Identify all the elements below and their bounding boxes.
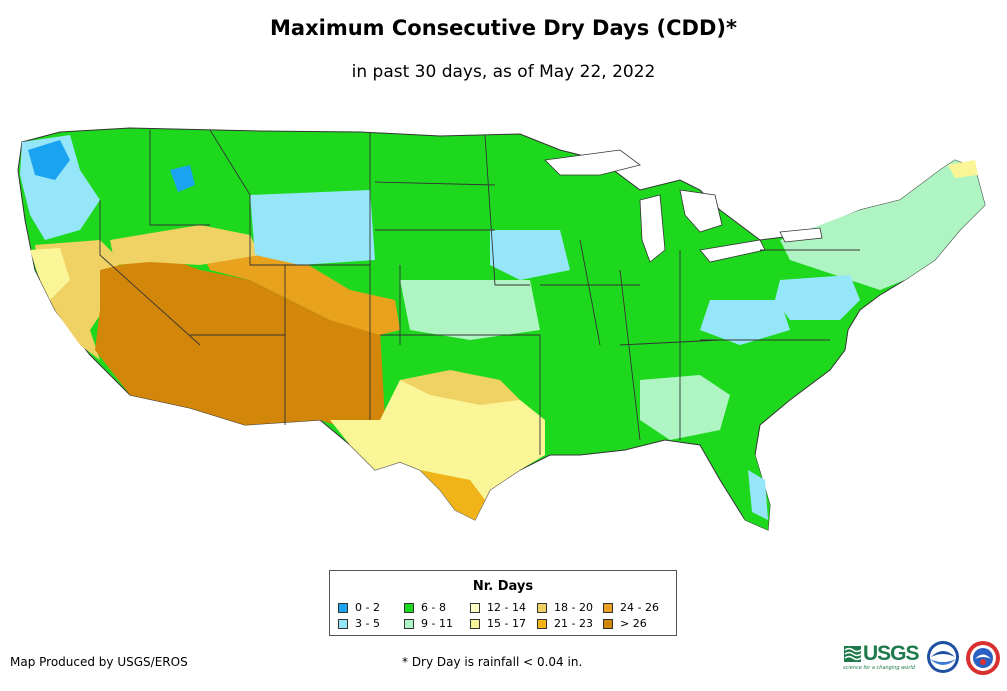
florida-lightblue [748,470,768,520]
legend-swatch [470,618,480,629]
legend-item: 18 - 20 [537,601,603,614]
legend-item: 15 - 17 [470,617,537,630]
legend-label: 18 - 20 [554,601,593,614]
legend-label: 3 - 5 [355,617,380,630]
mid-atlantic-lightblue [775,275,860,320]
legend-swatch [603,618,613,629]
legend-swatch [338,618,348,629]
legend-label: 21 - 23 [554,617,593,630]
map-credit: Map Produced by USGS/EROS [10,655,188,669]
usgs-tagline: science for a changing world [843,665,915,671]
usgs-logo-text: USGS [863,642,920,665]
legend-label: > 26 [620,617,647,630]
state-borders [99,129,860,455]
cdd-map [17,127,986,531]
legend-grid: 0 - 2 6 - 8 12 - 14 18 - 20 24 - 26 3 - 5 9 - … [338,601,672,630]
legend-item: > 26 [603,617,669,630]
southeast-mint [640,375,730,440]
legend-item: 21 - 23 [537,617,603,630]
legend-label: 15 - 17 [487,617,526,630]
texas-light [400,370,520,405]
maine-yellow [948,160,978,178]
iowa-lightblue [490,230,570,280]
legend-item: 24 - 26 [603,601,669,614]
legend-label: 24 - 26 [620,601,659,614]
texas-orange [420,470,485,520]
legend-swatch [603,602,613,613]
legend-item: 6 - 8 [404,601,470,614]
northern-plains [380,150,500,235]
pnw-dark-patch [28,140,70,180]
legend-item: 0 - 2 [338,601,404,614]
legend-swatch [404,602,414,613]
map-title: Maximum Consecutive Dry Days (CDD)* [270,16,737,40]
lake-michigan [639,194,666,263]
southwest-orange [200,245,400,335]
legend-label: 0 - 2 [355,601,380,614]
pnw-dark-patch-2 [170,165,195,192]
noaa-logo-icon [927,641,959,673]
texas-region [330,380,545,520]
legend-label: 12 - 14 [487,601,526,614]
legend-title: Nr. Days [472,579,534,594]
northeast-region [780,160,985,290]
montana-lightblue [250,190,375,265]
great-basin-yellow [110,225,260,265]
lake-huron [679,189,723,233]
southwest-region [95,255,385,430]
california-light [30,248,70,300]
usgs-logo-icon [844,646,862,662]
kansas-mint [400,280,540,340]
agency-logos: USGS science for a changing world [843,638,1003,678]
nws-logo-icon [966,641,1000,675]
legend-item: 12 - 14 [470,601,537,614]
legend-swatch [537,602,547,613]
lake-superior [544,149,641,176]
legend-item: 3 - 5 [338,617,404,630]
legend-swatch [404,618,414,629]
legend-swatch [338,602,348,613]
dry-day-note: * Dry Day is rainfall < 0.04 in. [402,655,583,669]
legend-label: 6 - 8 [421,601,446,614]
map-subtitle: in past 30 days, as of May 22, 2022 [351,62,656,82]
legend-box: Nr. Days 0 - 2 6 - 8 12 - 14 18 - 20 24 - 26… [329,570,677,636]
lake-ontario [779,227,823,243]
appalachian-lightblue [700,300,790,345]
legend-label: 9 - 11 [421,617,453,630]
legend-swatch [470,602,480,613]
legend-item: 9 - 11 [404,617,470,630]
legend-swatch [537,618,547,629]
